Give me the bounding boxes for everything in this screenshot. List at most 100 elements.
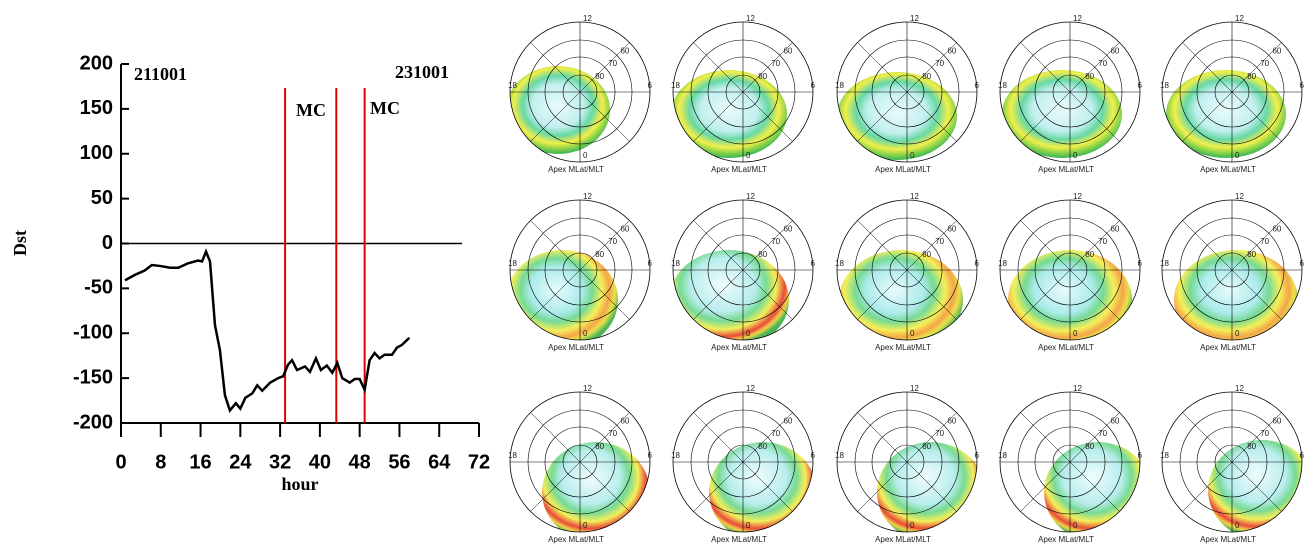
- lat-label: 80: [1085, 442, 1094, 451]
- mlt-label: 12: [583, 384, 592, 393]
- x-tick-label: 56: [388, 451, 410, 473]
- lat-label: 80: [1247, 72, 1256, 81]
- polar-panel: 121860607080Apex MLat/MLT: [671, 14, 816, 174]
- x-tick-label: 64: [428, 451, 451, 473]
- polar-panel: 121860607080Apex MLat/MLT: [835, 192, 980, 352]
- mlt-label: 12: [1235, 192, 1244, 201]
- lat-label: 60: [620, 417, 629, 426]
- lat-label: 60: [947, 225, 956, 234]
- mlt-label: 0: [583, 329, 588, 338]
- lat-label: 70: [1098, 237, 1107, 246]
- aurora: [837, 72, 957, 160]
- mlt-label: 0: [1073, 151, 1078, 160]
- mlt-label: 6: [975, 259, 980, 268]
- mlt-label: 12: [746, 14, 755, 23]
- lat-label: 70: [608, 429, 617, 438]
- lat-label: 80: [758, 72, 767, 81]
- aurora: [839, 250, 963, 350]
- polar-caption: Apex MLat/MLT: [1200, 165, 1256, 174]
- y-tick-label: -50: [84, 277, 113, 299]
- lat-label: 60: [783, 225, 792, 234]
- polar-panel: 121860607080Apex MLat/MLT: [671, 384, 817, 544]
- mlt-label: 6: [975, 81, 980, 90]
- mlt-label: 0: [746, 151, 751, 160]
- lat-label: 60: [1272, 47, 1281, 56]
- lat-label: 60: [1110, 225, 1119, 234]
- polar-caption: Apex MLat/MLT: [711, 535, 767, 544]
- mlt-label: 6: [1300, 451, 1305, 460]
- mlt-label: 0: [910, 151, 915, 160]
- x-tick-label: 32: [269, 451, 291, 473]
- lat-label: 70: [771, 59, 780, 68]
- mlt-label: 6: [648, 81, 653, 90]
- mlt-label: 18: [671, 81, 680, 90]
- aurora: [1166, 70, 1286, 158]
- dst-chart: Dst hour 211001 231001 MC MC -200-150-10…: [10, 52, 490, 494]
- mlt-label: 18: [835, 81, 844, 90]
- mlt-label: 12: [583, 14, 592, 23]
- polar-caption: Apex MLat/MLT: [548, 343, 604, 352]
- x-tick-label: 16: [189, 451, 211, 473]
- mlt-label: 6: [811, 259, 816, 268]
- lat-label: 80: [922, 250, 931, 259]
- lat-label: 70: [1098, 429, 1107, 438]
- annotation: MC: [370, 98, 400, 118]
- polar-caption: Apex MLat/MLT: [875, 535, 931, 544]
- aurora: [877, 442, 985, 542]
- mlt-label: 18: [1160, 451, 1169, 460]
- lat-label: 60: [1110, 417, 1119, 426]
- polar-caption: Apex MLat/MLT: [875, 343, 931, 352]
- mlt-label: 12: [1073, 14, 1082, 23]
- mlt-label: 0: [1073, 521, 1078, 530]
- polar-panel: 121860607080Apex MLat/MLT: [506, 192, 653, 352]
- mlt-label: 0: [1073, 329, 1078, 338]
- annotation: 231001: [395, 62, 449, 82]
- mlt-label: 12: [746, 384, 755, 393]
- lat-label: 70: [1260, 59, 1269, 68]
- lat-label: 70: [771, 237, 780, 246]
- y-tick-label: 0: [102, 232, 113, 254]
- mlt-label: 18: [508, 259, 517, 268]
- aurora: [1208, 440, 1313, 540]
- x-tick-label: 72: [468, 451, 490, 473]
- aurora: [671, 70, 787, 158]
- mlt-label: 18: [998, 451, 1007, 460]
- mlt-label: 12: [1073, 384, 1082, 393]
- lat-label: 60: [947, 47, 956, 56]
- mlt-label: 12: [1235, 384, 1244, 393]
- lat-label: 80: [1247, 250, 1256, 259]
- lat-label: 80: [758, 442, 767, 451]
- lat-label: 80: [922, 72, 931, 81]
- polar-caption: Apex MLat/MLT: [875, 165, 931, 174]
- polar-panel: 121860607080Apex MLat/MLT: [1160, 14, 1305, 174]
- mlt-label: 12: [1073, 192, 1082, 201]
- mlt-label: 6: [1138, 451, 1143, 460]
- polar-panel: 121860607080Apex MLat/MLT: [835, 14, 980, 174]
- lat-label: 70: [1260, 429, 1269, 438]
- lat-label: 70: [935, 59, 944, 68]
- x-tick-label: 48: [349, 451, 371, 473]
- mlt-label: 18: [508, 81, 517, 90]
- polar-caption: Apex MLat/MLT: [1200, 535, 1256, 544]
- mlt-label: 12: [910, 384, 919, 393]
- polar-panel: 121860607080Apex MLat/MLT: [1160, 384, 1313, 544]
- mlt-label: 6: [1138, 259, 1143, 268]
- mlt-label: 0: [583, 151, 588, 160]
- lat-label: 80: [1085, 250, 1094, 259]
- lat-label: 70: [608, 59, 617, 68]
- aurora: [669, 250, 789, 350]
- lat-label: 80: [922, 442, 931, 451]
- x-tick-label: 8: [155, 451, 166, 473]
- mlt-label: 12: [910, 14, 919, 23]
- lat-label: 70: [1098, 59, 1107, 68]
- polar-caption: Apex MLat/MLT: [548, 165, 604, 174]
- aurora: [1044, 442, 1152, 542]
- mlt-label: 12: [746, 192, 755, 201]
- lat-label: 60: [783, 47, 792, 56]
- lat-label: 60: [1272, 225, 1281, 234]
- lat-label: 80: [758, 250, 767, 259]
- y-tick-label: 200: [80, 52, 113, 74]
